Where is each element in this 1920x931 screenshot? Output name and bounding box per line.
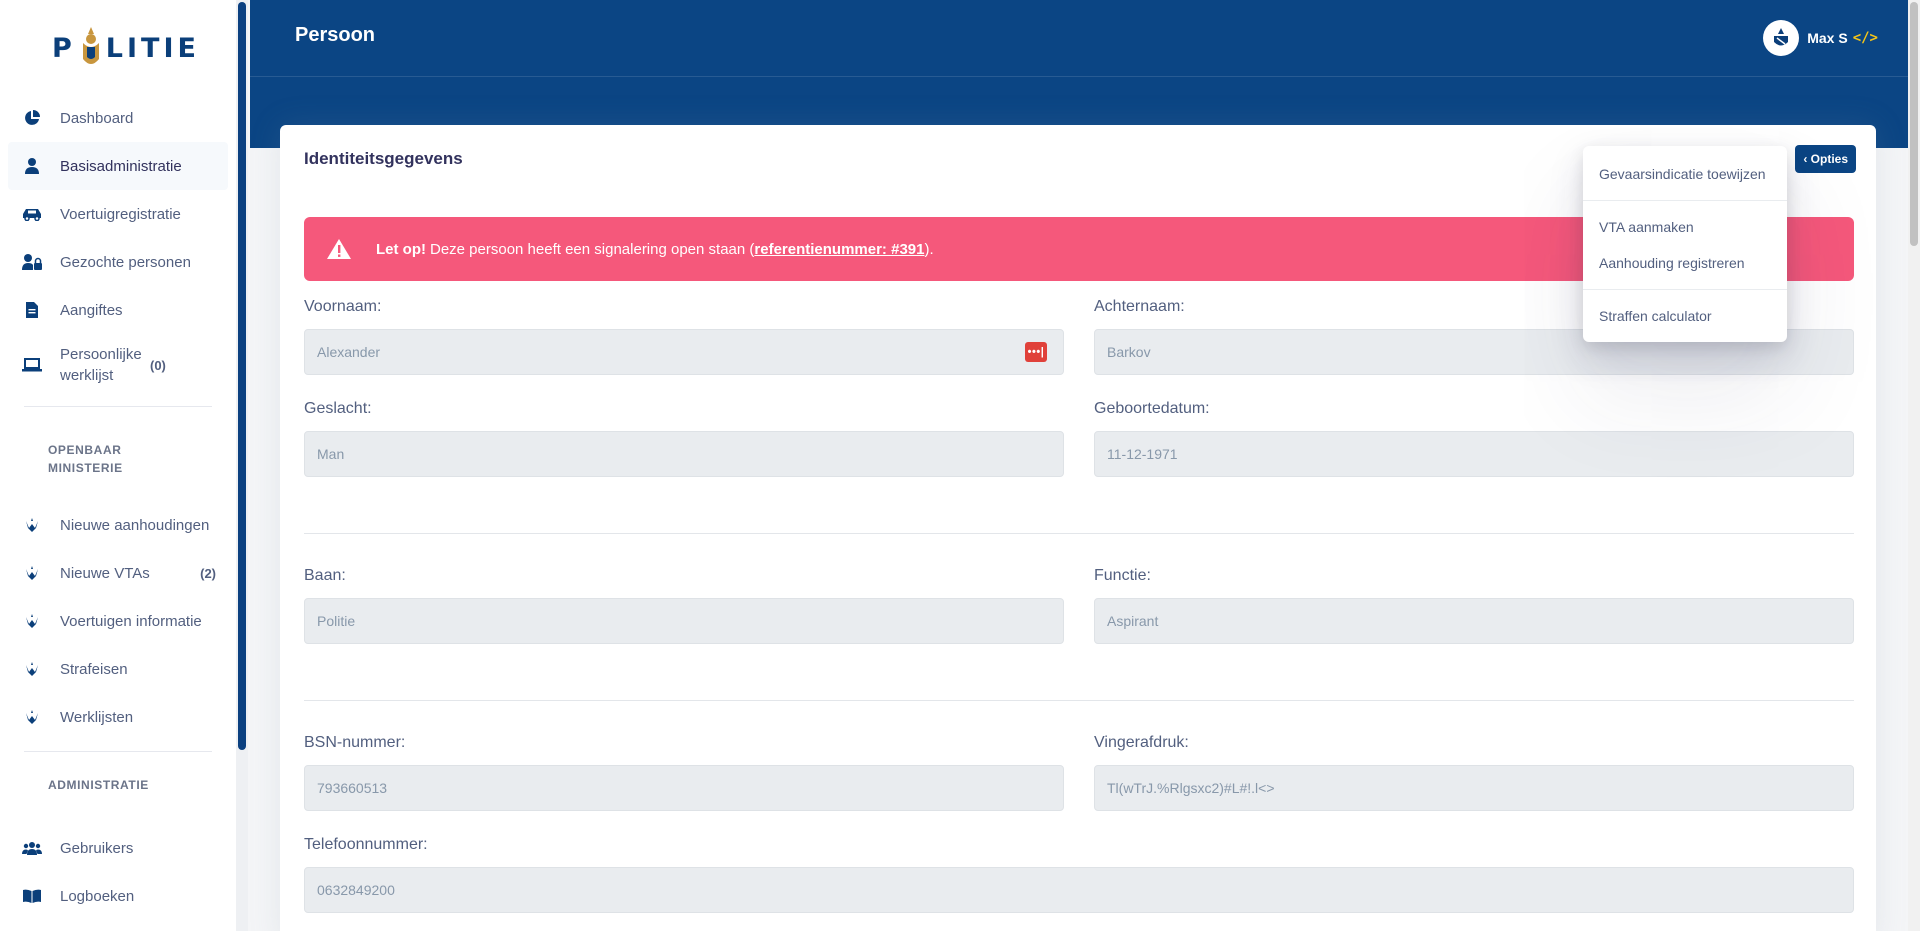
telefoon-label: Telefoonnummer: bbox=[304, 836, 428, 853]
menu-item-gevaarsindicatie[interactable]: Gevaarsindicatie toewijzen bbox=[1599, 166, 1766, 182]
bsn-label: BSN-nummer: bbox=[304, 734, 406, 751]
bsn-field[interactable]: 793660513 bbox=[304, 765, 1064, 811]
om-emblem-icon bbox=[22, 612, 42, 630]
sidebar-item-gebruikers[interactable]: Gebruikers bbox=[8, 824, 228, 872]
sidebar-item-label: Gebruikers bbox=[60, 839, 134, 857]
alert-strong-text: Let op! bbox=[376, 240, 426, 258]
car-icon bbox=[22, 205, 42, 223]
options-dropdown-menu: Gevaarsindicatie toewijzen VTA aanmaken … bbox=[1583, 146, 1787, 342]
sidebar-item-label: Aangiftes bbox=[60, 301, 123, 319]
telefoon-field[interactable]: 0632849200 bbox=[304, 867, 1854, 913]
sidebar-item-persoonlijke-werklijst[interactable]: Persoonlijke werklijst (0) bbox=[8, 334, 228, 396]
alert-text-end: ). bbox=[924, 240, 934, 258]
menu-item-aanhouding-registreren[interactable]: Aanhouding registreren bbox=[1599, 255, 1745, 271]
sidebar-item-aangiftes[interactable]: Aangiftes bbox=[8, 286, 228, 334]
om-emblem-icon bbox=[22, 660, 42, 678]
card-title: Identiteitsgegevens bbox=[304, 149, 463, 168]
functie-label: Functie: bbox=[1094, 567, 1151, 584]
om-emblem-icon bbox=[22, 564, 42, 582]
vingerafdruk-label: Vingerafdruk: bbox=[1094, 734, 1189, 751]
nav-divider bbox=[24, 751, 212, 752]
file-icon bbox=[22, 301, 42, 319]
sidebar-item-werklijsten[interactable]: Werklijsten bbox=[8, 693, 228, 741]
sidebar-item-basisadministratie[interactable]: Basisadministratie bbox=[8, 142, 228, 190]
functie-field[interactable]: Aspirant bbox=[1094, 598, 1854, 644]
sidebar-item-label: Gezochte personen bbox=[60, 253, 191, 271]
politie-emblem-icon bbox=[1774, 28, 1789, 46]
page-title: Persoon bbox=[295, 24, 376, 46]
user-menu[interactable]: Max S </> bbox=[1763, 20, 1878, 56]
sidebar-item-gezochte-personen[interactable]: Gezochte personen bbox=[8, 238, 228, 286]
sidebar-item-nieuwe-vtas[interactable]: Nieuwe VTAs (2) bbox=[8, 549, 228, 597]
password-manager-icon[interactable]: •••| bbox=[1025, 342, 1047, 362]
sidebar-scrollbar-thumb[interactable] bbox=[238, 2, 246, 750]
politie-logo[interactable]: P LITIE bbox=[52, 24, 200, 72]
achternaam-label: Achternaam: bbox=[1094, 298, 1185, 315]
sidebar-item-label: Nieuwe VTAs bbox=[60, 564, 150, 582]
geslacht-label: Geslacht: bbox=[304, 400, 372, 417]
sidebar-item-voertuigregistratie[interactable]: Voertuigregistratie bbox=[8, 190, 228, 238]
vingerafdruk-field[interactable]: Tl(wTrJ.%Rlgsxc2)#L#!.l<> bbox=[1094, 765, 1854, 811]
sidebar-item-label: Werklijsten bbox=[60, 708, 134, 726]
page-scrollbar[interactable] bbox=[1908, 0, 1920, 931]
logo-text-litie: LITIE bbox=[105, 32, 200, 64]
logo-text-p: P bbox=[52, 32, 76, 64]
om-emblem-icon bbox=[22, 516, 42, 534]
baan-label: Baan: bbox=[304, 567, 346, 584]
sidebar-scrollbar[interactable] bbox=[236, 0, 248, 931]
sidebar-item-label: Strafeisen bbox=[60, 660, 128, 678]
voornaam-label: Voornaam: bbox=[304, 298, 382, 315]
vtas-count-badge: (2) bbox=[200, 565, 216, 581]
top-header bbox=[250, 0, 1920, 148]
section-heading-openbaar-ministerie: OPENBAAR MINISTERIE bbox=[48, 443, 123, 475]
sidebar-item-dashboard[interactable]: Dashboard bbox=[8, 94, 228, 142]
nav-divider bbox=[24, 406, 212, 407]
sidebar-item-strafeisen[interactable]: Strafeisen bbox=[8, 645, 228, 693]
politie-emblem-icon bbox=[82, 27, 99, 64]
menu-item-straffen-calculator[interactable]: Straffen calculator bbox=[1599, 308, 1712, 324]
sidebar-item-label: Basisadministratie bbox=[60, 157, 182, 175]
user-name: Max S bbox=[1807, 30, 1848, 46]
sidebar-nav: Dashboard Basisadministratie Voertuigreg… bbox=[8, 94, 228, 920]
menu-item-vta-aanmaken[interactable]: VTA aanmaken bbox=[1599, 219, 1694, 235]
voornaam-value: Alexander bbox=[317, 344, 381, 360]
reference-link[interactable]: referentienummer: #391 bbox=[754, 240, 925, 258]
sidebar-item-label: Voertuigregistratie bbox=[60, 205, 181, 223]
warning-triangle-icon bbox=[327, 239, 351, 259]
users-icon bbox=[22, 839, 42, 857]
page-scrollbar-thumb[interactable] bbox=[1910, 2, 1918, 246]
baan-field[interactable]: Politie bbox=[304, 598, 1064, 644]
alert-text: Deze persoon heeft een signalering open … bbox=[430, 240, 755, 258]
sidebar-item-label: Dashboard bbox=[60, 109, 134, 127]
menu-divider bbox=[1583, 200, 1787, 201]
code-icon: </> bbox=[1852, 30, 1878, 46]
sidebar-item-logboeken[interactable]: Logboeken bbox=[8, 872, 228, 920]
section-divider bbox=[304, 700, 1854, 701]
user-icon bbox=[22, 157, 42, 175]
werklijst-count-badge: (0) bbox=[150, 357, 166, 373]
sidebar: P LITIE Dashboard Basisadministratie bbox=[0, 0, 236, 931]
options-button[interactable]: ‹ Opties bbox=[1795, 145, 1856, 173]
om-emblem-icon bbox=[22, 708, 42, 726]
sidebar-item-label: Voertuigen informatie bbox=[60, 612, 202, 630]
pie-chart-icon bbox=[22, 109, 42, 127]
header-divider bbox=[250, 76, 1920, 77]
laptop-icon bbox=[22, 356, 42, 374]
sidebar-item-nieuwe-aanhoudingen[interactable]: Nieuwe aanhoudingen bbox=[8, 501, 228, 549]
voornaam-field[interactable]: Alexander •••| bbox=[304, 329, 1064, 375]
geboortedatum-field[interactable]: 11-12-1971 bbox=[1094, 431, 1854, 477]
book-icon bbox=[22, 887, 42, 905]
avatar bbox=[1763, 20, 1800, 56]
geslacht-field[interactable]: Man bbox=[304, 431, 1064, 477]
sidebar-item-voertuigen-informatie[interactable]: Voertuigen informatie bbox=[8, 597, 228, 645]
sidebar-item-label: Persoonlijke werklijst bbox=[60, 346, 142, 384]
sidebar-item-label: Nieuwe aanhoudingen bbox=[60, 516, 210, 534]
menu-divider bbox=[1583, 289, 1787, 290]
section-divider bbox=[304, 533, 1854, 534]
geboortedatum-label: Geboortedatum: bbox=[1094, 400, 1210, 417]
section-heading-administratie: ADMINISTRATIE bbox=[48, 778, 149, 792]
sidebar-item-label: Logboeken bbox=[60, 887, 135, 905]
user-lock-icon bbox=[22, 253, 42, 271]
